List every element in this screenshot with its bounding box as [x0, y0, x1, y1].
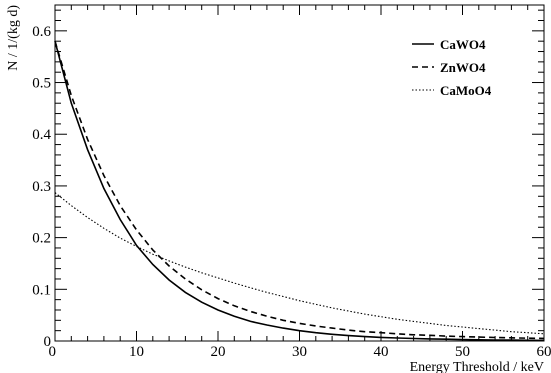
x-tick-label: 40: [374, 344, 389, 360]
legend-label: CaMoO4: [440, 83, 492, 98]
y-tick-label: 0.6: [32, 24, 51, 40]
x-tick-label: 0: [49, 344, 57, 360]
series-line-znwo4: [54, 40, 545, 340]
series-line-cawo4: [54, 40, 545, 342]
x-tick-label: 50: [455, 344, 470, 360]
x-tick-label: 30: [292, 344, 307, 360]
y-tick-label: 0.3: [32, 179, 51, 195]
y-tick-label: 0.1: [32, 282, 51, 298]
series-group: [54, 40, 545, 342]
legend: CaWO4 ZnWO4 CaMoO4: [412, 37, 492, 98]
x-tick-label: 10: [129, 344, 144, 360]
legend-label: CaWO4: [440, 37, 486, 52]
x-tick-label: 60: [537, 344, 551, 360]
y-tick-label: 0: [44, 334, 52, 350]
y-axis-title: N / 1/(kg d): [6, 5, 21, 71]
legend-label: ZnWO4: [440, 60, 486, 75]
y-axis: 0 0.1 0.2 0.3 0.4 0.5 0.6: [32, 9, 544, 350]
y-tick-label: 0.5: [32, 76, 51, 92]
y-tick-label: 0.4: [32, 127, 51, 143]
x-axis: 0 10 20 30 40 50 60: [49, 5, 551, 360]
y-tick-label: 0.2: [32, 231, 51, 247]
x-axis-title: Energy Threshold / keV: [410, 360, 544, 373]
plot-frame: [54, 4, 545, 342]
x-tick-label: 20: [211, 344, 226, 360]
series-line-camoo4: [54, 192, 545, 335]
